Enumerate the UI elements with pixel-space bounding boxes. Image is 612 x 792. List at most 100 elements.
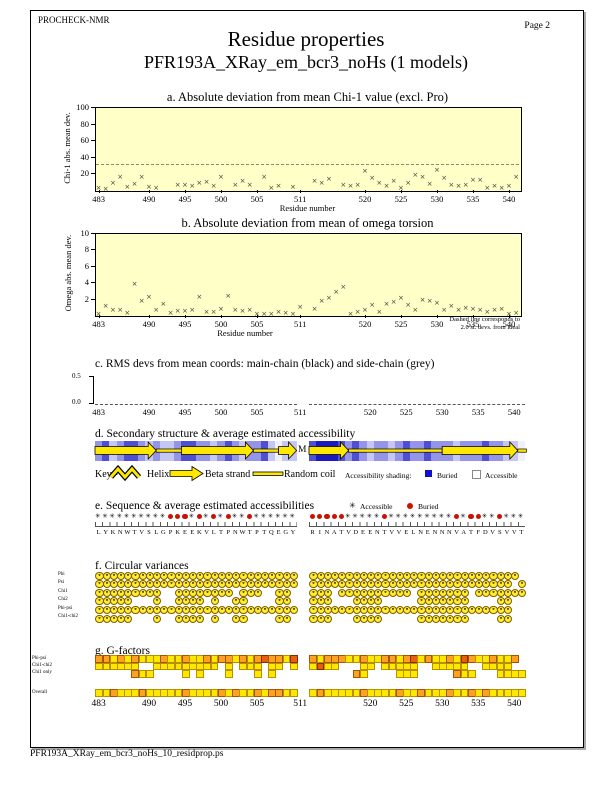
rms-xtick-label: 505: [250, 407, 264, 417]
secstruct-title: d. Secondary structure & average estimat…: [95, 428, 356, 440]
sequence-letter: P: [255, 529, 259, 536]
gfactor-square: [275, 662, 284, 671]
gfactor-square: [289, 689, 298, 697]
chain-break-label: M: [298, 445, 307, 455]
b-marker: ×: [275, 308, 282, 317]
random-coil-segment: [253, 448, 279, 453]
b-marker: ×: [455, 305, 462, 314]
b-marker: ×: [318, 297, 325, 306]
gfactor-xtick-label: 495: [177, 699, 193, 709]
a-marker: ×: [362, 167, 368, 176]
sequence-letter: T: [262, 529, 267, 536]
b-marker: ×: [261, 309, 268, 318]
a-marker: ×: [390, 177, 397, 186]
a-marker: ×: [491, 182, 498, 191]
gfactor-square: [196, 670, 204, 678]
circular-variance-dial: [460, 614, 469, 623]
sequence-letter: K: [110, 529, 116, 536]
b-marker: ×: [210, 308, 217, 317]
accessible-symbol: ✳: [489, 512, 495, 520]
b-marker: ×: [239, 307, 246, 316]
a-xtick-label: 530: [430, 194, 444, 204]
sequence-letter: T: [339, 529, 344, 536]
a-xtick: [509, 190, 510, 193]
gfactor-square: [225, 670, 233, 678]
circvar-row-label-chi1: Chi1: [58, 589, 68, 594]
rms-ytick-bottom: [89, 403, 93, 404]
sequence-letter: V: [454, 529, 459, 536]
a-marker: ×: [318, 178, 325, 187]
gfactor-xtick-label: 490: [141, 699, 157, 709]
sequence-letter: N: [233, 529, 238, 536]
accessible-symbol: ✳: [510, 512, 517, 520]
b-xtick-label: 495: [178, 319, 192, 329]
secstruct-arrows: [308, 440, 527, 461]
buried-legend-label: Buried: [418, 502, 439, 511]
a-marker: ×: [448, 181, 455, 190]
a-marker: ×: [153, 183, 160, 192]
buried-symbol: [468, 514, 474, 520]
plot-b-ylabel: Omega abs. mean dev.: [63, 234, 73, 312]
b-ytick: [91, 249, 95, 251]
accessible-symbol: ✳: [481, 512, 488, 520]
sequence-letter: T: [218, 529, 223, 536]
plot-c-title: c. RMS devs from mean coords: main-chain…: [95, 358, 435, 370]
b-marker: ×: [232, 306, 239, 315]
sequence-letter: Y: [103, 529, 109, 536]
b-marker: ×: [506, 309, 512, 318]
b-marker: ×: [146, 293, 152, 302]
a-xtick-label: 520: [358, 194, 372, 204]
gfactor-square: [289, 655, 298, 663]
sequence-letter: G: [283, 529, 289, 536]
b-xtick: [509, 315, 510, 318]
key-beta-label: Beta strand: [205, 469, 251, 480]
b-marker: ×: [333, 288, 340, 297]
b-xtick: [401, 315, 402, 318]
circular-variance-dial: [289, 571, 298, 580]
gfactor-xtick-label: 505: [249, 699, 265, 709]
circular-variance-dial: [403, 588, 412, 597]
circular-variance-dial: [503, 597, 512, 606]
circular-variance-dial: [460, 597, 469, 606]
accessible-symbol: ✳: [159, 512, 166, 520]
circvar-row-label-chi2: Chi2: [58, 597, 68, 602]
buried-legend-icon: [407, 503, 413, 509]
sequence-letter: L: [211, 529, 216, 536]
b-xtick: [300, 315, 302, 318]
b-marker: ×: [376, 308, 383, 317]
a-xtick: [437, 190, 438, 193]
b-marker: ×: [246, 306, 253, 315]
b-marker: ×: [174, 307, 181, 316]
b-xtick: [257, 315, 258, 318]
a-ytick-label: 40: [80, 151, 90, 162]
buried-key-label: Buried: [437, 471, 458, 480]
a-marker: ×: [246, 180, 253, 189]
sequence-letter: E: [425, 529, 430, 536]
buried-symbol: [317, 514, 323, 520]
rms-xtick-label: 540: [507, 407, 521, 417]
sequence-letter: D: [353, 529, 359, 536]
sequence-letter: E: [404, 529, 409, 536]
a-xtick: [257, 190, 258, 193]
gfactor-square: [289, 662, 298, 671]
plot-b-area: [95, 233, 522, 317]
accessible-symbol: ✳: [102, 512, 108, 520]
a-marker: ×: [124, 183, 131, 191]
beta-strand-arrow: [278, 440, 298, 461]
b-marker: ×: [311, 304, 318, 313]
gfactor-square: [210, 662, 219, 671]
a-xtick-label: 540: [502, 194, 516, 204]
page-title: Residue properties: [227, 27, 385, 51]
beta-strand-arrow: [308, 440, 350, 461]
accessible-key-square: [472, 470, 481, 479]
a-marker: ×: [138, 173, 145, 182]
b-xtick: [98, 315, 100, 318]
circvar-row-label-phipsi: Phi-psi: [58, 606, 73, 611]
gfactor-xtick-label: 483: [91, 699, 106, 709]
a-marker: ×: [419, 173, 426, 182]
page-frame: [30, 10, 584, 748]
gfactor-xtick-label: 511: [293, 699, 308, 709]
b-xtick: [365, 315, 366, 318]
b-marker: ×: [326, 294, 332, 303]
a-ytick: [91, 123, 95, 125]
